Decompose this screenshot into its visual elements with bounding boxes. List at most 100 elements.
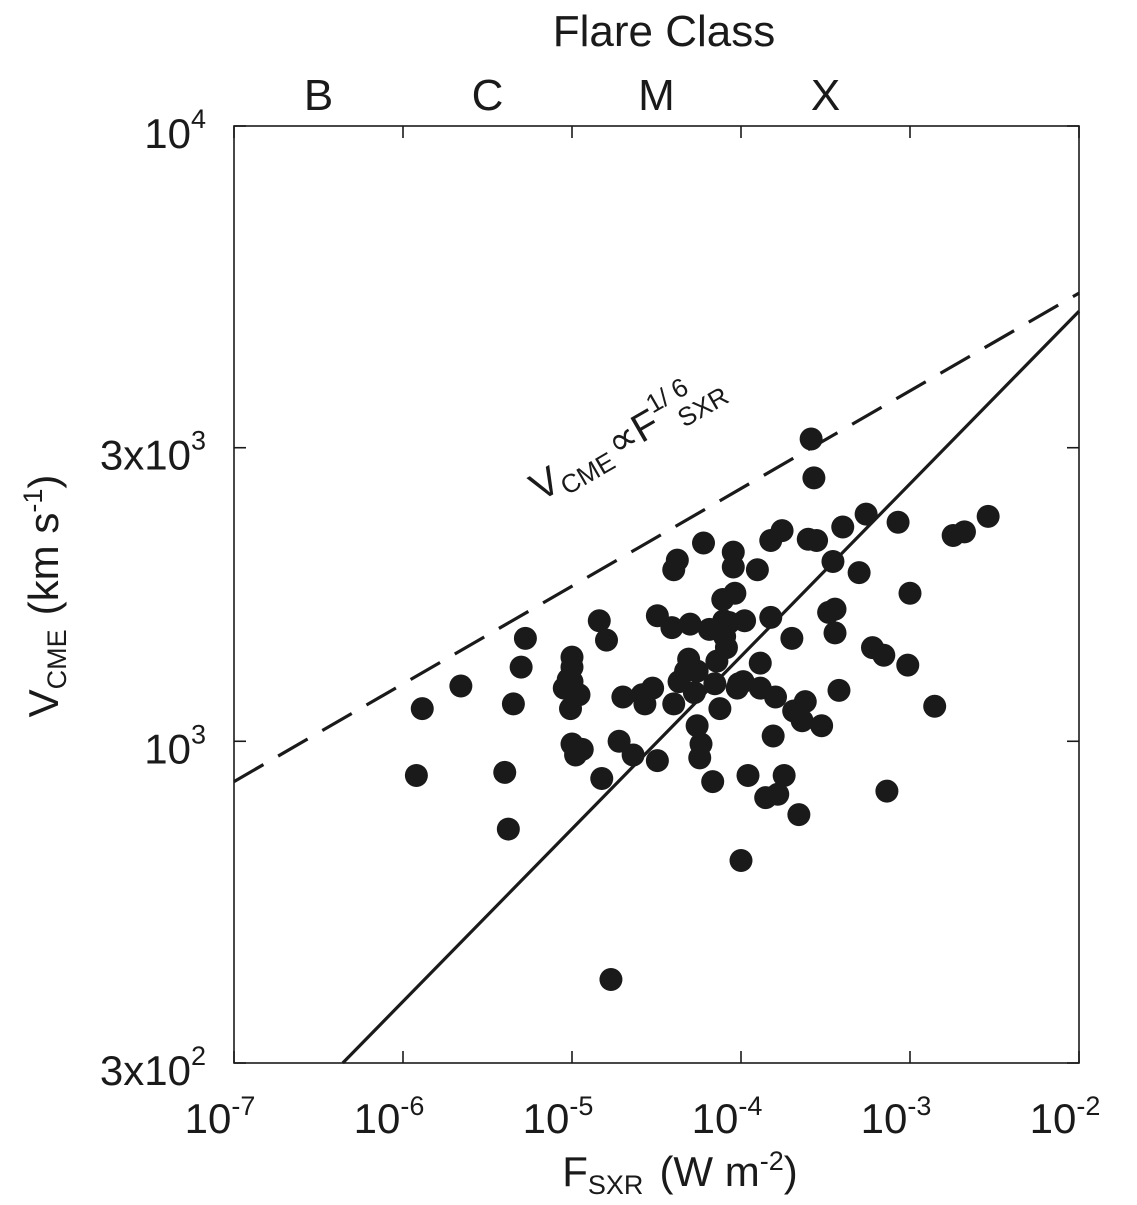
y-title-main: V [20, 689, 67, 717]
x-title-unit-close: ) [784, 1148, 798, 1195]
data-point [692, 531, 716, 555]
data-point [645, 749, 669, 773]
top-axis-title: Flare Class [553, 7, 776, 56]
annotation-v-sub: CME [555, 446, 620, 501]
plot-frame [233, 125, 1080, 1064]
x-tick-label: 10-5 [523, 1091, 594, 1142]
data-point [721, 555, 745, 579]
data-point [805, 528, 829, 552]
data-point [509, 655, 533, 679]
x-tick-label: 10-3 [861, 1091, 932, 1142]
data-point [790, 709, 814, 733]
data-point [410, 697, 434, 721]
data-point [662, 692, 686, 716]
data-point [701, 770, 725, 794]
data-point [570, 737, 594, 761]
y-title-sub: CME [42, 629, 72, 689]
y-title-unit: (km s [20, 513, 67, 616]
data-point [665, 548, 689, 572]
y-tick-label: 103 [144, 719, 206, 772]
data-point [759, 605, 783, 629]
x-tick-label: 10-7 [185, 1091, 256, 1142]
data-point [766, 782, 790, 806]
data-point [703, 672, 727, 696]
data-point [748, 651, 772, 675]
data-point [763, 685, 787, 709]
data-point [611, 685, 635, 709]
x-tick-label: 10-6 [354, 1091, 425, 1142]
data-point [787, 803, 811, 827]
flare-class-m: M [638, 71, 675, 120]
x-tick-label: 10-4 [692, 1091, 763, 1142]
flare-class-b: B [304, 71, 333, 120]
data-point [496, 817, 520, 841]
y-axis-ticks: 3x102 103 3x103 104 [100, 104, 1079, 1094]
data-point [799, 427, 823, 451]
data-point [723, 581, 747, 605]
data-point [493, 760, 517, 784]
x-axis-title: FSXR (W m-2) [562, 1146, 798, 1200]
y-tick-label: 3x103 [100, 426, 206, 479]
data-point [770, 519, 794, 543]
data-point [682, 681, 706, 705]
data-point [594, 628, 618, 652]
flare-class-x: X [811, 71, 840, 120]
data-point [802, 466, 826, 490]
data-points [404, 427, 1000, 992]
data-point [810, 714, 834, 738]
x-axis-ticks: 10-7 10-6 10-5 10-4 10-3 10-2 [185, 126, 1101, 1142]
flare-class-c: C [472, 71, 504, 120]
x-title-unit-exp: -2 [760, 1146, 784, 1176]
data-point [745, 558, 769, 582]
data-point [780, 626, 804, 650]
data-point [872, 643, 896, 667]
data-point [501, 692, 525, 716]
y-tick-label: 104 [144, 104, 206, 157]
y-axis-title: VCME (km s-1) [18, 475, 72, 718]
data-point [660, 616, 684, 640]
data-point [729, 849, 753, 873]
y-tick-label: 3x102 [100, 1041, 206, 1094]
data-point [823, 597, 847, 621]
data-point [587, 609, 611, 633]
data-point [831, 515, 855, 539]
data-point [641, 676, 665, 700]
data-point [621, 743, 645, 767]
data-point [821, 549, 845, 573]
data-point [714, 636, 738, 660]
data-point [952, 520, 976, 544]
data-point [847, 561, 871, 585]
data-point [689, 732, 713, 756]
x-title-sub: SXR [588, 1170, 644, 1200]
data-point [590, 766, 614, 790]
data-point [976, 504, 1000, 528]
data-point [685, 714, 709, 738]
data-point [923, 694, 947, 718]
data-point [685, 659, 709, 683]
y-title-unit-close: ) [20, 475, 67, 489]
x-title-main: F [562, 1148, 588, 1195]
svg-text:VCME(km s-1): VCME (km s-1) [18, 475, 72, 718]
data-point [736, 763, 760, 787]
y-title-unit-exp: -1 [18, 489, 48, 513]
data-point [567, 683, 591, 707]
data-point [854, 502, 878, 526]
data-point [733, 609, 757, 633]
proportional-dashed-line [233, 291, 1080, 783]
data-point [827, 678, 851, 702]
data-point [761, 724, 785, 748]
data-point [772, 763, 796, 787]
data-point [513, 626, 537, 650]
data-point [404, 763, 428, 787]
data-point [793, 690, 817, 714]
data-point [886, 510, 910, 534]
proportionality-annotation: VCME∝F1/ 6 SXR [523, 371, 734, 509]
data-point [896, 653, 920, 677]
data-point [678, 612, 702, 636]
data-point [875, 779, 899, 803]
x-title-unit: (W m [659, 1148, 759, 1195]
data-point [449, 674, 473, 698]
x-tick-label: 10-2 [1030, 1091, 1101, 1142]
